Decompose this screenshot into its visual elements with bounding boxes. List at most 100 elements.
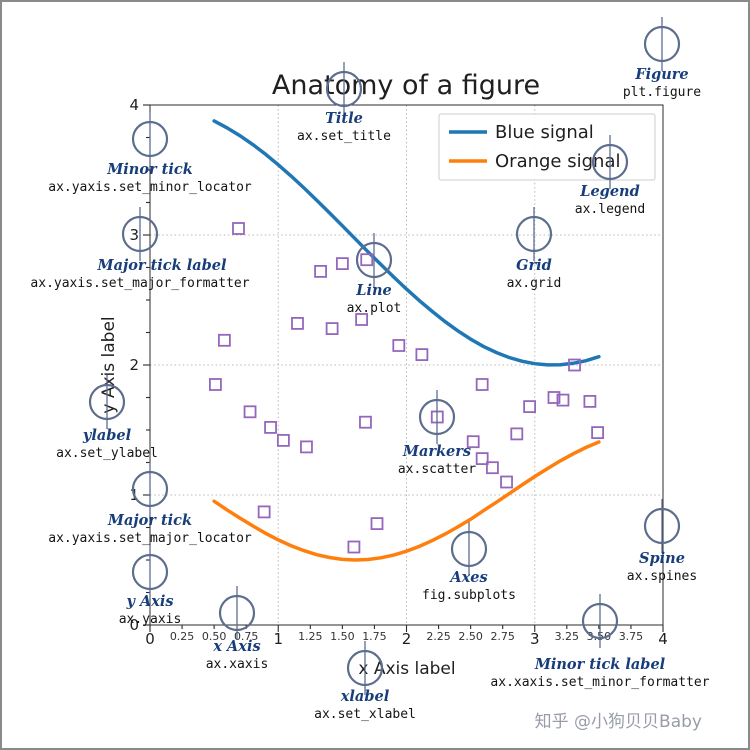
scatter-marker xyxy=(264,420,277,434)
scatter-marker xyxy=(335,257,349,271)
annotation-label-title: Title xyxy=(325,110,363,127)
y-major-tick-label: 4 xyxy=(129,96,139,114)
y-major-tick-label: 0 xyxy=(129,616,139,634)
scatter-marker xyxy=(360,253,374,267)
annotation-circle-spine xyxy=(643,507,681,545)
annotation-circle-ylabel xyxy=(88,383,126,421)
scatter-marker xyxy=(355,313,369,326)
y-axis-label: y Axis label xyxy=(99,316,119,413)
annotation-code-axes: fig.subplots xyxy=(422,588,516,603)
annotation-label-ylabel: ylabel xyxy=(82,427,132,444)
annotation-code-minor-tick-label: ax.xaxis.set_minor_formatter xyxy=(490,675,709,690)
x-major-tick-label: 2 xyxy=(402,630,412,648)
annotation-code-xlabel: ax.set_xlabel xyxy=(314,707,416,722)
annotation-code-line: ax.plot xyxy=(347,301,402,316)
x-major-tick-label: 4 xyxy=(658,630,668,648)
annotation-circle-markers xyxy=(418,398,456,436)
scatter-marker xyxy=(276,433,290,447)
scatter-marker xyxy=(583,394,597,408)
scatter-marker xyxy=(232,222,245,235)
x-minor-tick-label: 3.25 xyxy=(555,630,580,643)
scatter-marker xyxy=(291,316,304,330)
series-line-0 xyxy=(212,119,601,367)
annotation-code-ylabel: ax.set_ylabel xyxy=(56,446,158,461)
line-series xyxy=(212,119,601,562)
scatter-marker xyxy=(370,517,384,530)
annotation-code-x-axis: ax.xaxis xyxy=(206,657,269,672)
scatter-marker xyxy=(591,426,604,440)
scatter-marker xyxy=(466,435,480,449)
x-minor-tick-label: 1.75 xyxy=(362,630,387,643)
x-minor-tick-label: 1.50 xyxy=(330,630,355,643)
annotation-circle-legend xyxy=(591,143,629,181)
annotation-label-markers: Markers xyxy=(402,443,471,460)
annotation-label-figure: Figure xyxy=(634,66,688,83)
x-minor-tick-label: 0.50 xyxy=(202,630,227,643)
annotation-circle-minor-tick-label xyxy=(581,602,619,640)
annotation-circle-grid xyxy=(515,215,553,253)
annotation-code-minor-tick: ax.yaxis.set_minor_locator xyxy=(48,180,252,195)
annotation-label-spine: Spine xyxy=(639,550,685,567)
series-line-1 xyxy=(212,440,601,562)
annotation-label-grid: Grid xyxy=(516,257,552,274)
y-major-tick-label: 3 xyxy=(129,226,139,244)
scatter-marker xyxy=(486,461,499,475)
scatter-marker xyxy=(359,415,372,429)
annotation-label-axes: Axes xyxy=(448,569,487,586)
annotation-label-minor-tick-label: Minor tick label xyxy=(534,656,666,673)
scatter-marker xyxy=(300,440,313,454)
scatter-marker xyxy=(547,391,561,404)
annotation-label-line: Line xyxy=(355,282,391,299)
annotation-circle-y-axis xyxy=(131,553,169,591)
annotation-code-major-tick-label: ax.yaxis.set_major_formatter xyxy=(30,276,249,291)
axis-ticks: 0 1 2 3 4 0.25 0.50 0.75 1.25 1.50 1.75 2.25 2.50 2.7… xyxy=(129,96,667,648)
legend-box xyxy=(438,113,656,181)
x-minor-tick-label: 2.25 xyxy=(426,630,451,643)
annotation-label-legend: Legend xyxy=(579,183,639,200)
annotation-circle-major-tick-label xyxy=(121,215,159,253)
scatter-marker xyxy=(209,378,222,391)
x-minor-tick-label: 2.50 xyxy=(458,630,483,643)
scatter-marker xyxy=(475,378,489,391)
watermark: 知乎 @小狗贝贝Baby xyxy=(534,712,702,732)
scatter-marker xyxy=(243,405,257,419)
x-minor-tick-label: 1.25 xyxy=(298,630,323,643)
x-major-tick-label: 1 xyxy=(273,630,283,648)
annotation-circle-axes xyxy=(450,530,488,568)
scatter-marker xyxy=(510,427,524,441)
x-major-tick-label: 0 xyxy=(145,630,155,648)
scatter-marker xyxy=(475,452,489,466)
scatter-marker xyxy=(523,400,537,414)
x-minor-tick-label: 2.75 xyxy=(490,630,515,643)
grid-lines xyxy=(150,105,663,625)
annotation-circle-minor-tick xyxy=(131,120,169,158)
annotations: Figure plt.figure Title ax.set_title Minor t… xyxy=(30,17,710,722)
annotation-label-x-axis: x Axis xyxy=(212,638,260,655)
x-minor-tick-label: 0.25 xyxy=(170,630,195,643)
legend-label-orange: Orange signal xyxy=(495,151,620,172)
annotation-code-title: ax.set_title xyxy=(297,129,391,144)
x-axis-label: x Axis label xyxy=(358,659,455,679)
annotation-label-xlabel: xlabel xyxy=(340,688,390,705)
scatter-marker xyxy=(568,358,581,372)
annotation-label-minor-tick: Minor tick xyxy=(106,161,193,178)
annotation-code-spine: ax.spines xyxy=(627,569,697,584)
annotation-code-y-axis: ax.yaxis xyxy=(119,612,182,627)
x-minor-tick-label: 3.50 xyxy=(587,630,612,643)
scatter-marker xyxy=(500,475,513,489)
annotation-label-major-tick-label: Major tick label xyxy=(97,257,227,274)
annotation-code-figure: plt.figure xyxy=(623,85,701,100)
x-major-tick-label: 3 xyxy=(530,630,540,648)
annotation-label-major-tick: Major tick xyxy=(107,512,192,529)
scatter-marker xyxy=(415,348,429,362)
scatter-marker xyxy=(314,264,327,278)
annotation-circle-x-axis xyxy=(218,594,256,632)
scatter-marker xyxy=(347,540,361,554)
annotation-circle-title xyxy=(325,70,363,108)
legend: Blue signal Orange signal xyxy=(438,113,656,181)
annotation-circle-major-tick xyxy=(131,470,169,508)
scatter-marker xyxy=(392,339,406,352)
scatter-marker xyxy=(556,393,570,407)
